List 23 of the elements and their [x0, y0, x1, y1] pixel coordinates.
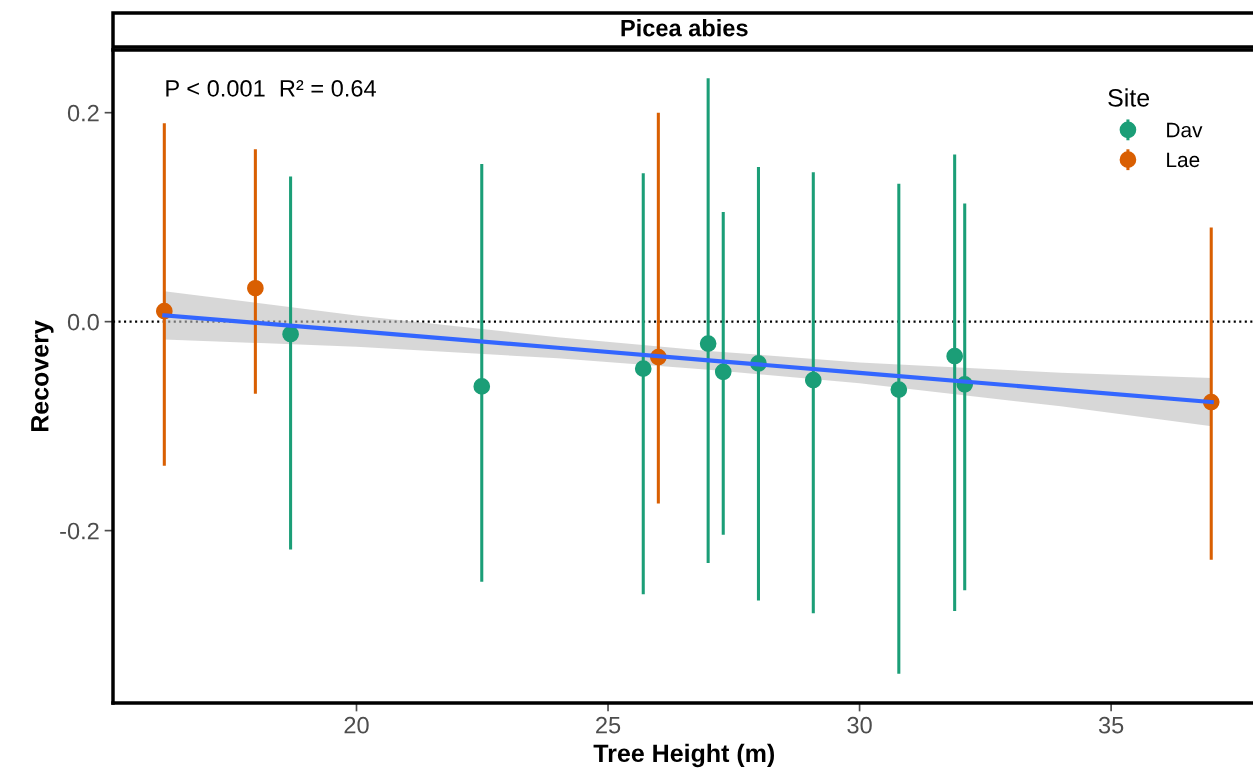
x-tick-label: 20 — [344, 716, 369, 734]
point — [699, 335, 717, 352]
legend-label: Lae — [1167, 152, 1200, 168]
point — [247, 279, 264, 297]
y-tick-label: -0.2 — [60, 522, 99, 540]
x-tick-label: 25 — [596, 716, 621, 734]
point — [946, 347, 963, 365]
point — [804, 371, 822, 389]
y-tick-label: 0.2 — [67, 104, 99, 122]
x-tick-label: 30 — [847, 716, 872, 734]
y-axis-title: Recovery — [31, 320, 54, 432]
point — [473, 378, 491, 395]
annotation: P < 0.001 R² = 0.64 — [166, 80, 376, 97]
point — [282, 325, 299, 343]
point — [714, 363, 732, 381]
x-tick-label: 35 — [1098, 716, 1124, 734]
x-axis-title: Tree Height (m) — [593, 743, 774, 768]
legend-title: Site — [1108, 88, 1150, 107]
point — [890, 381, 908, 398]
y-tick-label: 0.0 — [67, 313, 99, 331]
point — [634, 360, 652, 377]
legend-label: Dav — [1167, 122, 1203, 138]
chart-title: Picea abies — [621, 19, 748, 37]
